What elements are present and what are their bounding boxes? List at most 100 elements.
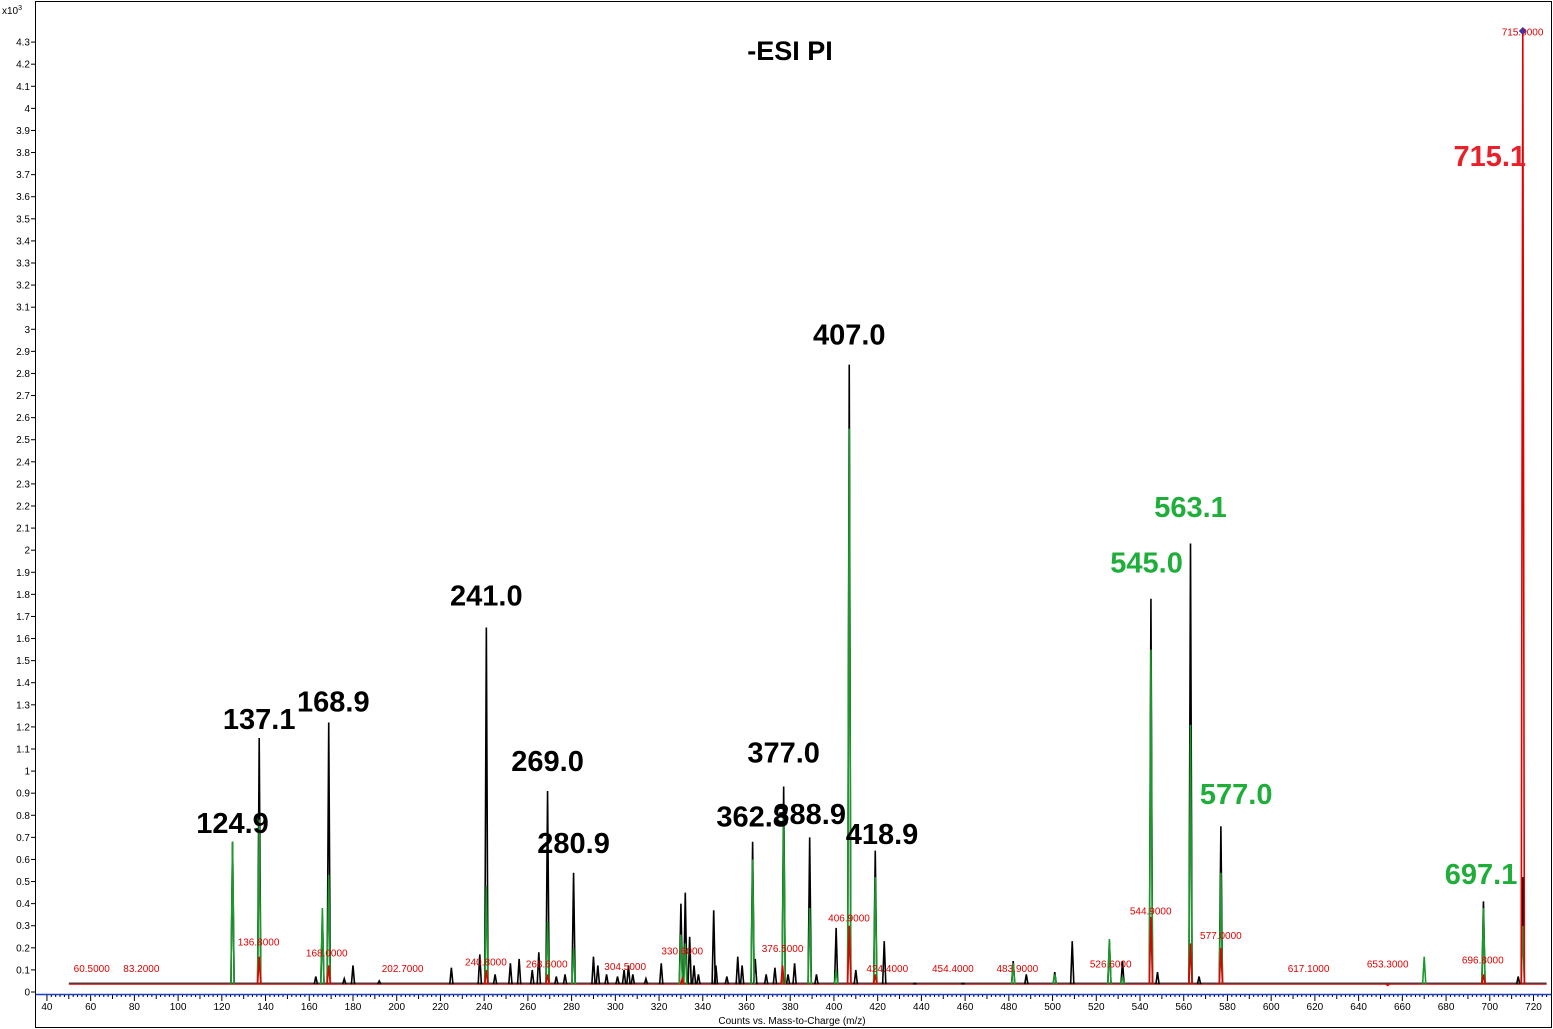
x-tick-label: 260	[520, 1002, 537, 1013]
peak-trace	[630, 974, 636, 985]
x-tick-label: 220	[432, 1002, 449, 1013]
peak-annotation: 269.0	[511, 746, 584, 778]
x-tick-label: 640	[1350, 1002, 1367, 1013]
y-tick-label: 1.2	[16, 722, 30, 733]
x-tick-label: 80	[129, 1002, 141, 1013]
peak-trace	[912, 982, 917, 985]
peak-trace	[256, 819, 262, 985]
peak-annotation: 388.9	[773, 799, 846, 831]
y-tick-label: 2.6	[16, 413, 30, 424]
peak-trace	[492, 974, 498, 985]
peak-annotation: 280.9	[537, 828, 610, 860]
peak-mz-label: 240.8000	[465, 957, 507, 968]
y-tick-label: 0	[24, 988, 30, 999]
peak-trace	[785, 974, 791, 985]
y-tick-label: 2.1	[16, 524, 30, 535]
peak-trace	[448, 967, 454, 985]
x-tick-label: 660	[1394, 1002, 1411, 1013]
y-tick-label: 2.3	[16, 479, 30, 490]
y-tick-label: 2.5	[16, 435, 30, 446]
peak-trace	[1218, 947, 1224, 985]
peak-trace	[872, 974, 878, 985]
peak-mz-label: 168.0000	[306, 949, 348, 960]
peak-trace	[872, 877, 878, 985]
x-tick-label: 340	[694, 1002, 711, 1013]
peak-trace	[691, 965, 697, 985]
peak-trace	[781, 810, 787, 985]
peak-trace	[678, 934, 684, 985]
peak-trace	[591, 956, 596, 985]
peak-trace	[846, 925, 852, 985]
peak-mz-label: 202.7000	[382, 964, 424, 975]
y-tick-label: 1.6	[16, 634, 30, 645]
peak-trace	[483, 885, 489, 985]
peak-trace	[1385, 983, 1390, 987]
peak-annotation: 577.0	[1200, 779, 1273, 811]
y-tick-label: 2.4	[16, 457, 30, 468]
x-tick-label: 140	[257, 1002, 274, 1013]
x-tick-label: 620	[1307, 1002, 1324, 1013]
x-tick-label: 60	[85, 1002, 97, 1013]
peak-trace	[553, 976, 559, 985]
peak-trace	[1052, 974, 1058, 985]
y-tick-label: 0.4	[16, 899, 30, 910]
peak-trace	[319, 908, 325, 985]
peak-trace	[536, 952, 542, 985]
y-tick-label: 0.6	[16, 855, 30, 866]
peak-trace	[545, 790, 550, 985]
peak-trace	[1148, 916, 1154, 985]
x-tick-label: 400	[826, 1002, 843, 1013]
peak-mz-labels: 60.5000 83.2000 136.8000 168.0000 202.7000 24…	[74, 27, 1544, 975]
peak-trace	[658, 963, 664, 985]
peak-annotation: 563.1	[1154, 492, 1227, 524]
peak-trace	[881, 941, 887, 985]
x-tick-label: 180	[345, 1002, 362, 1013]
peak-trace	[1010, 963, 1016, 985]
y-tick-label: 1.4	[16, 678, 30, 689]
peak-trace	[853, 969, 859, 985]
y-tick-label: 3.9	[16, 126, 30, 137]
y-tick-label: 4.1	[16, 82, 30, 93]
peak-trace	[682, 943, 688, 985]
x-tick-label: 700	[1481, 1002, 1498, 1013]
peak-annotation: 715.1	[1453, 141, 1526, 173]
peak-trace	[562, 974, 568, 985]
y-tick-label: 1.3	[16, 700, 30, 711]
x-tick-label: 120	[213, 1002, 230, 1013]
peak-mz-label: 60.5000	[74, 964, 111, 975]
y-tick-label: 1.7	[16, 612, 30, 623]
peak-trace	[595, 965, 601, 985]
peak-trace	[750, 859, 756, 985]
y-tick-label: 2.7	[16, 391, 30, 402]
peak-annotation: 137.1	[223, 704, 296, 736]
peak-mz-label: 653.3000	[1367, 960, 1409, 971]
x-tick-label: 600	[1263, 1002, 1280, 1013]
peak-trace	[711, 910, 717, 985]
peak-trace	[1023, 974, 1029, 985]
peak-trace	[326, 965, 332, 985]
peak-annotation: 697.1	[1445, 859, 1518, 891]
peak-mz-label: 617.1000	[1288, 964, 1330, 975]
peak-annotation: 545.0	[1110, 547, 1183, 579]
y-tick-label: 1.5	[16, 656, 30, 667]
y-tick-label: 3.2	[16, 281, 30, 292]
peak-trace	[724, 976, 730, 985]
peak-trace	[1148, 649, 1154, 985]
y-tick-label: 3.8	[16, 148, 30, 159]
y-exponent-label: x103	[2, 5, 22, 17]
peak-trace	[792, 963, 797, 985]
y-tick-label: 0.1	[16, 965, 30, 976]
peak-trace	[230, 841, 235, 985]
x-tick-label: 300	[607, 1002, 624, 1013]
peak-annotation: 407.0	[813, 320, 886, 352]
peak-trace	[1120, 976, 1125, 985]
peak-annotation: 418.9	[846, 819, 919, 851]
peak-trace	[615, 976, 620, 985]
y-tick-label: 0.8	[16, 811, 30, 822]
peak-trace	[1481, 974, 1486, 985]
y-tick-label: 1.8	[16, 590, 30, 601]
peak-trace	[571, 947, 576, 985]
peak-trace	[1218, 872, 1224, 985]
peak-mz-label: 268.6000	[526, 960, 568, 971]
